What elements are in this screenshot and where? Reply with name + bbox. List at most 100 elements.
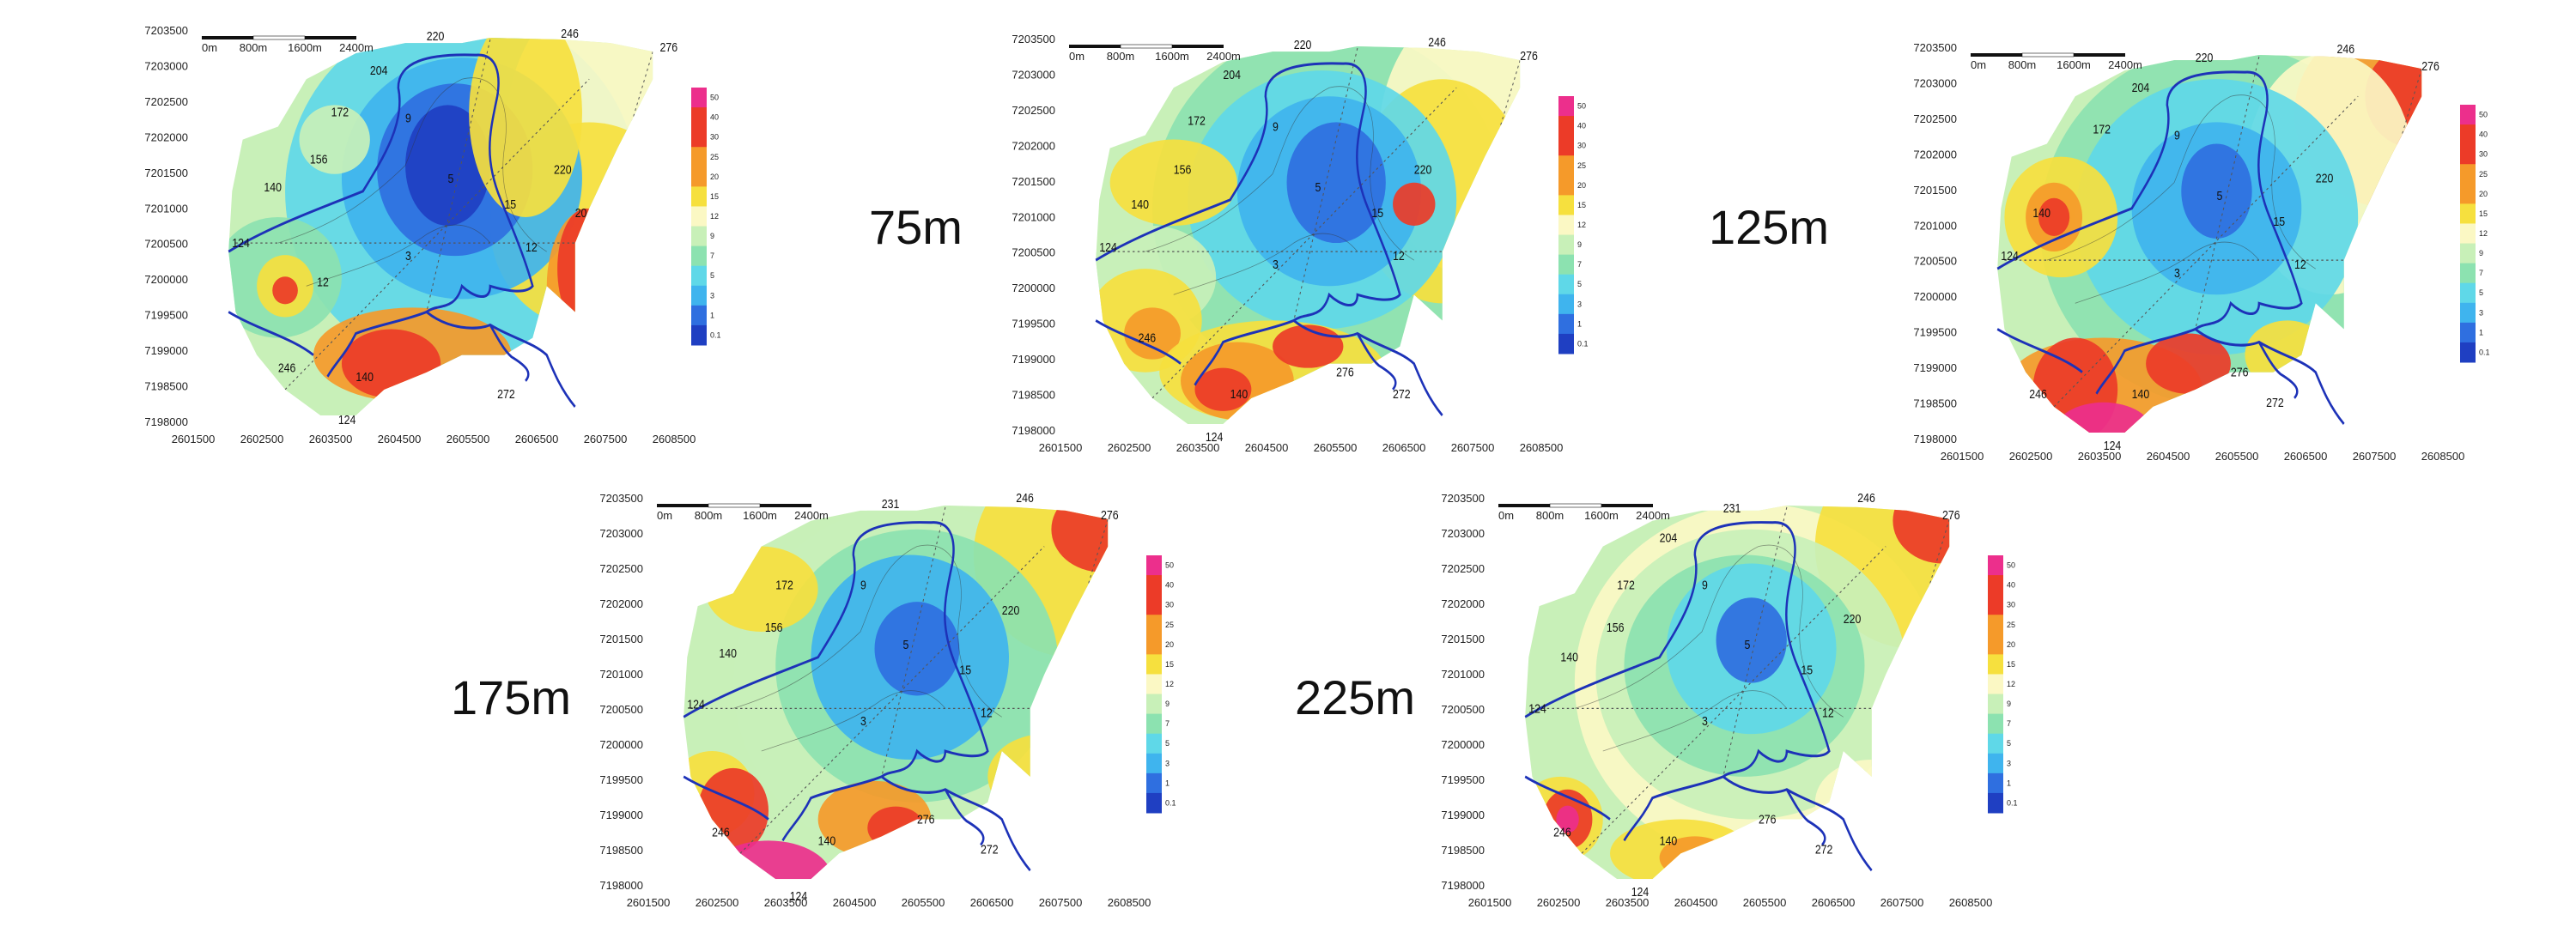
map-area: 9 5 3 12 15 220 246 276 204 172 140 124 220 246 140 276… — [1996, 42, 2439, 452]
y-tick-label: 7203000 — [144, 59, 188, 72]
contour-value: 5 — [2216, 189, 2222, 203]
colorbar-swatch — [1988, 694, 2003, 715]
y-tick-label: 7201500 — [144, 167, 188, 179]
colorbar-swatch — [1988, 575, 2003, 596]
color-zone — [1194, 367, 1252, 411]
station-label: 124 — [790, 889, 808, 903]
y-tick-label: 7200000 — [1913, 290, 1957, 303]
station-label: 140 — [2132, 387, 2150, 401]
station-label: 276 — [917, 812, 935, 826]
map-panel-top-left: 9 5 3 12 15 20 220 246 276 204 172 156 140 124 220 12 24… — [103, 17, 756, 464]
x-tick-label: 2605500 — [1314, 441, 1358, 454]
y-tick-label: 7198500 — [1913, 397, 1957, 410]
colorbar-swatch — [1558, 155, 1574, 176]
colorbar-swatch — [1988, 674, 2003, 695]
contour-line — [306, 224, 491, 287]
contour-value: 9 — [1273, 119, 1279, 133]
map-panel-75m: 9 5 3 12 15 220 246 276 204 172 156 140 124 220 246 140… — [970, 26, 1623, 472]
scale-bar-segment — [760, 504, 811, 507]
colorbar-tick-label: 0.1 — [1577, 339, 1589, 348]
colorbar-swatch — [691, 147, 707, 167]
station-label: 140 — [1560, 651, 1578, 664]
station-label: 124 — [232, 236, 250, 250]
scale-bar-label: 2400m — [1206, 50, 1241, 63]
station-label: 140 — [264, 180, 282, 194]
contour-line — [1602, 690, 1788, 752]
colorbar-swatch — [1558, 215, 1574, 236]
colorbar-swatch — [691, 305, 707, 326]
colorbar-tick-label: 12 — [1577, 221, 1586, 229]
color-zone — [1893, 505, 1950, 564]
station-label: 220 — [1294, 38, 1312, 52]
scale-bar-segment — [305, 36, 356, 39]
colorbar-tick-label: 40 — [2479, 130, 2488, 139]
colorbar-swatch — [691, 88, 707, 108]
station-label: 220 — [427, 29, 445, 43]
station-label: 124 — [1099, 240, 1117, 254]
x-tick-label: 2602500 — [1537, 896, 1581, 909]
scale-bar-segment — [1498, 504, 1550, 507]
scale-bar-segment — [2074, 53, 2125, 57]
station-label: 276 — [2421, 59, 2439, 73]
station-label: 172 — [775, 578, 793, 591]
x-tick-label: 2601500 — [172, 433, 216, 445]
x-tick-label: 2608500 — [1108, 896, 1151, 909]
colorbar-tick-label: 20 — [1577, 181, 1586, 190]
scale-bar-segment — [2021, 52, 2075, 58]
contour-value: 15 — [2273, 215, 2285, 228]
station-label: 140 — [2032, 206, 2050, 220]
station-label: 272 — [1393, 387, 1411, 401]
colorbar-tick-label: 20 — [1165, 640, 1174, 649]
contour-value: 12 — [526, 240, 538, 254]
colorbar-tick-label: 9 — [710, 232, 714, 240]
contour-value: 15 — [504, 197, 516, 211]
colorbar-tick-label: 30 — [1165, 601, 1174, 609]
colorbar-tick-label: 1 — [1577, 319, 1582, 328]
colorbar-tick-label: 7 — [1577, 260, 1582, 269]
colorbar-tick-label: 3 — [2007, 759, 2011, 767]
color-zone — [1286, 122, 1386, 244]
y-tick-label: 7201500 — [1012, 175, 1055, 188]
station-label: 272 — [497, 387, 515, 401]
colorbar-swatch — [1558, 136, 1574, 156]
station-label: 276 — [1101, 508, 1119, 522]
colorbar: 50 40 30 25 20 15 12 9 7 5 3 1 0.1 — [691, 88, 721, 346]
colorbar-tick-label: 20 — [2479, 190, 2488, 198]
y-tick-label: 7203500 — [599, 492, 643, 505]
boundary-line — [1095, 62, 1443, 416]
contour-line — [2046, 94, 2316, 270]
color-zone — [1814, 759, 1929, 845]
scale-bar-segment — [1971, 53, 2022, 57]
station-label: 246 — [712, 825, 730, 839]
colorbar-swatch — [1146, 753, 1162, 774]
colorbar-tick-label: 0.1 — [710, 330, 721, 339]
colorbar: 50 40 30 25 20 15 12 9 7 5 3 1 0.1 — [1558, 96, 1589, 354]
station-label: 124 — [1206, 430, 1224, 444]
colorbar-swatch — [1988, 792, 2003, 814]
x-tick-label: 2606500 — [2284, 450, 2328, 463]
color-zone — [272, 276, 298, 305]
x-tick-label: 2606500 — [515, 433, 559, 445]
colorbar-tick-label: 12 — [2007, 680, 2015, 688]
map-area: 9 5 3 12 15 231 246 276 172 156 140 124 220 246 140 276… — [683, 491, 1119, 903]
scale-bar-label: 800m — [1536, 509, 1564, 522]
colorbar-tick-label: 1 — [2479, 328, 2483, 336]
y-tick-label: 7200500 — [1913, 255, 1957, 268]
scale-bar-label: 2400m — [794, 509, 829, 522]
scale-bar-segment — [1601, 504, 1653, 507]
color-zone — [2181, 143, 2252, 239]
contour-value: 3 — [1273, 258, 1279, 271]
y-tick-label: 7198500 — [144, 380, 188, 393]
station-label: 124 — [2001, 249, 2019, 263]
colorbar-tick-label: 15 — [1577, 201, 1586, 209]
color-zone — [405, 105, 490, 227]
colorbar-tick-label: 9 — [2479, 249, 2483, 258]
colorbar-tick-label: 12 — [710, 212, 719, 221]
y-tick-label: 7201500 — [1913, 184, 1957, 197]
station-label: 204 — [2132, 81, 2150, 94]
station-label: 140 — [818, 833, 836, 847]
x-tick-label: 2604500 — [833, 896, 877, 909]
y-tick-label: 7200000 — [599, 738, 643, 751]
